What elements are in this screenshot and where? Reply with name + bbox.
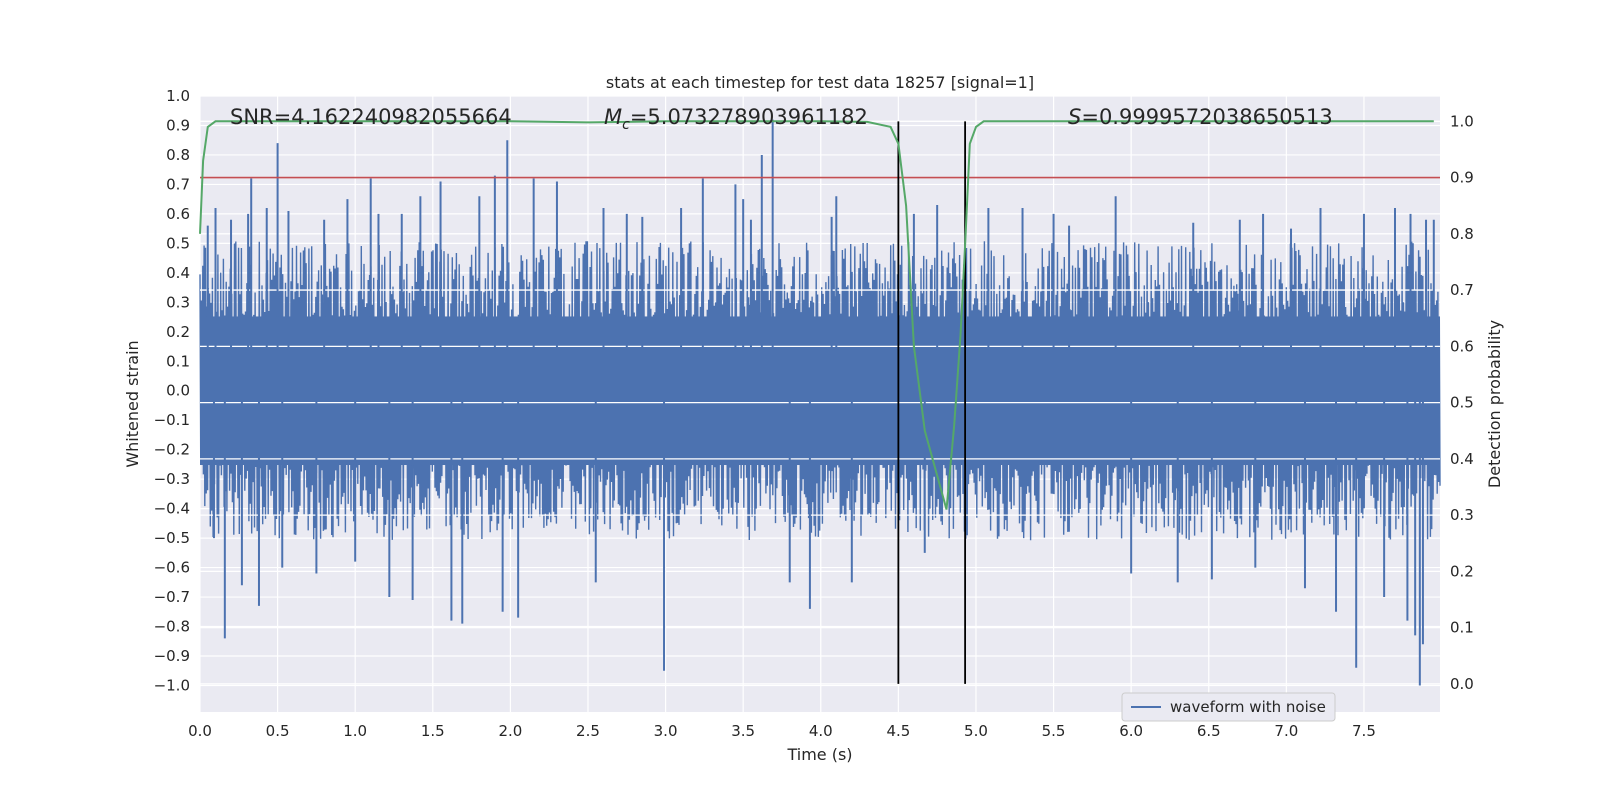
legend-label-waveform: waveform with noise <box>1170 698 1326 716</box>
y-left-tick-label: −0.2 <box>154 441 190 459</box>
y-axis-label-right: Detection probability <box>1485 320 1504 488</box>
y-left-tick-label: −0.1 <box>154 411 190 429</box>
y-left-tick-label: 0.1 <box>166 352 190 370</box>
y-left-tick-label: 0.6 <box>166 205 190 223</box>
x-tick-label: 1.5 <box>421 722 445 740</box>
y-left-tick-label: −0.4 <box>154 500 190 518</box>
x-tick-label: 0.5 <box>266 722 290 740</box>
y-right-tick-label: 0.3 <box>1450 506 1474 524</box>
x-tick-label: 5.0 <box>964 722 988 740</box>
y-right-tick-label: 0.6 <box>1450 337 1474 355</box>
mc-value: =5.073278903961182 <box>630 105 868 129</box>
y-left-tick-label: 0.7 <box>166 175 190 193</box>
y-left-tick-label: −0.8 <box>154 618 190 636</box>
y-left-tick-label: 0.2 <box>166 323 190 341</box>
x-tick-label: 3.0 <box>654 722 678 740</box>
y-right-tick-label: 0.1 <box>1450 619 1474 637</box>
waveform-spikes <box>206 119 1435 686</box>
chart-title: stats at each timestep for test data 182… <box>606 73 1034 92</box>
y-axis-label-left: Whitened strain <box>123 340 142 467</box>
y-left-tick-label: 0.0 <box>166 382 190 400</box>
x-axis-label: Time (s) <box>786 745 852 764</box>
tick-labels: 0.0 0.5 1.0 1.5 2.0 2.5 3.0 3.5 4.0 4.5 5.0 5.5 6.0 6… <box>154 87 1474 740</box>
y-right-tick-label: 0.8 <box>1450 225 1474 243</box>
y-right-tick-label: 0.7 <box>1450 281 1474 299</box>
score-annotation: S=0.9999572038650513 <box>1068 105 1333 129</box>
y-left-tick-label: 1.0 <box>166 87 190 105</box>
legend-box <box>1121 692 1336 722</box>
x-tick-label: 4.0 <box>809 722 833 740</box>
s-value: =0.9999572038650513 <box>1081 105 1332 129</box>
y-left-tick-label: −0.3 <box>154 470 190 488</box>
mc-symbol: M <box>604 105 622 129</box>
overlays <box>200 121 1440 684</box>
x-tick-label: 4.5 <box>886 722 910 740</box>
y-left-tick-label: 0.8 <box>166 146 190 164</box>
mc-subscript: c <box>622 117 630 133</box>
y-left-tick-label: −1.0 <box>154 676 190 694</box>
detection-probability-series <box>199 120 1434 510</box>
y-left-tick-label: 0.3 <box>166 293 190 311</box>
legend: waveform with noise <box>1121 692 1336 722</box>
x-tick-label: 2.0 <box>498 722 522 740</box>
y-right-tick-label: 0.2 <box>1450 562 1474 580</box>
y-left-tick-label: −0.5 <box>154 529 190 547</box>
waveform-noise <box>199 241 1441 541</box>
x-tick-label: 0.0 <box>188 722 212 740</box>
x-tick-label: 7.5 <box>1352 722 1376 740</box>
x-tick-label: 6.5 <box>1197 722 1221 740</box>
y-right-tick-label: 0.0 <box>1450 675 1474 693</box>
x-tick-label: 6.0 <box>1119 722 1143 740</box>
x-tick-label: 3.5 <box>731 722 755 740</box>
y-right-tick-label: 0.5 <box>1450 394 1474 412</box>
y-right-tick-label: 1.0 <box>1450 112 1474 130</box>
waveform-core <box>200 316 1440 466</box>
s-symbol: S <box>1068 105 1081 129</box>
detection-probability-line <box>199 120 1434 510</box>
y-left-tick-label: −0.7 <box>154 588 190 606</box>
x-tick-label: 5.5 <box>1042 722 1066 740</box>
y-left-tick-label: −0.9 <box>154 647 190 665</box>
x-tick-label: 1.0 <box>343 722 367 740</box>
y-left-tick-label: 0.9 <box>166 116 190 134</box>
x-tick-label: 2.5 <box>576 722 600 740</box>
y-right-tick-label: 0.4 <box>1450 450 1474 468</box>
y-left-tick-label: 0.5 <box>166 234 190 252</box>
snr-annotation: SNR=4.162240982055664 <box>230 105 512 129</box>
y-left-tick-label: −0.6 <box>154 559 190 577</box>
y-left-tick-label: 0.4 <box>166 264 190 282</box>
chirp-mass-annotation: Mc=5.073278903961182 <box>604 105 868 133</box>
x-tick-label: 7.0 <box>1274 722 1298 740</box>
y-right-tick-label: 0.9 <box>1450 169 1474 187</box>
